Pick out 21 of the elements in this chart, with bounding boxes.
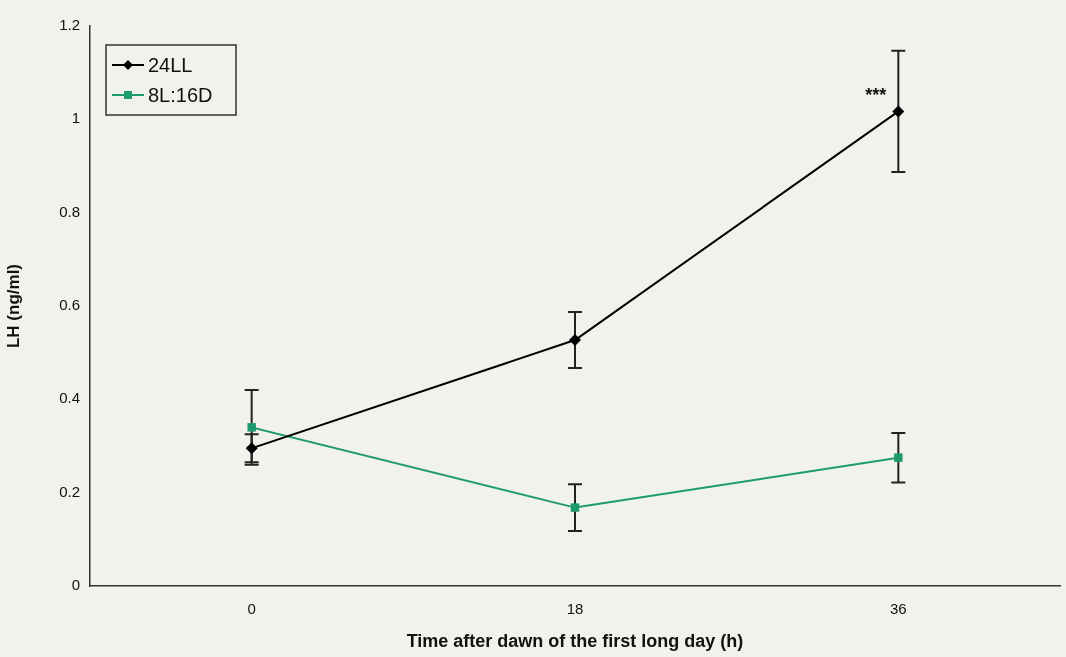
- y-tick-label: 0.8: [59, 202, 80, 220]
- point: [247, 423, 256, 432]
- x-tick-label: 0: [247, 600, 256, 618]
- point: [892, 105, 905, 118]
- x-tick-label: 36: [889, 600, 907, 618]
- x-axis-title: Time after dawn of the first long day (h): [406, 631, 744, 652]
- y-tick-label: 1.2: [59, 16, 80, 34]
- point: [569, 334, 581, 347]
- point: [894, 453, 903, 462]
- point: [570, 503, 580, 512]
- legend-label: 24LL: [148, 53, 193, 76]
- y-tick-label: 0.6: [59, 296, 80, 314]
- y-axis-title: LH (ng/ml): [3, 263, 23, 349]
- y-tick-label: 0.4: [59, 389, 80, 407]
- y-tick-label: 0: [71, 576, 80, 594]
- y-tick-label: 0.2: [59, 482, 80, 500]
- point: [245, 442, 258, 455]
- annotation: ***: [865, 84, 887, 105]
- y-tick-label: 1: [71, 109, 80, 127]
- legend-label: 8L:16D: [148, 83, 213, 106]
- x-tick-label: 18: [566, 600, 584, 618]
